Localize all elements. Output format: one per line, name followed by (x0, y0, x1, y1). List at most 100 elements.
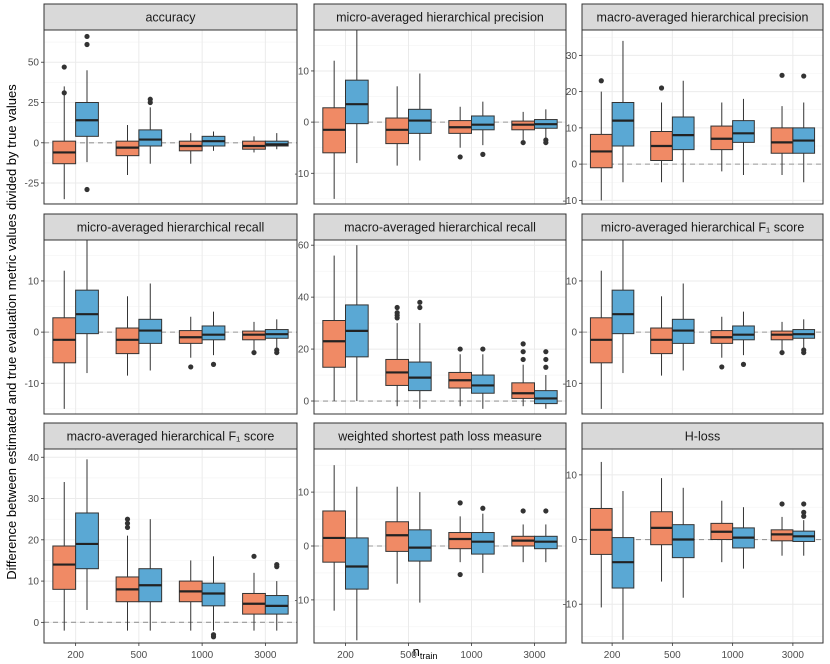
panel-border (581, 29, 824, 205)
outlier-point (520, 139, 526, 146)
box-1-200 (589, 270, 613, 409)
box-1-500 (650, 296, 673, 376)
outlier-point (274, 564, 280, 570)
outlier-point (480, 505, 486, 511)
y-tick-label: 40 (28, 453, 40, 464)
box-2-1000 (732, 311, 755, 367)
box-2-3000 (534, 349, 558, 409)
box-1-500 (115, 516, 140, 631)
outlier-point (61, 90, 67, 96)
box-1-500 (385, 304, 410, 407)
outlier-point (457, 346, 463, 352)
box-2-1000 (201, 556, 226, 640)
box-2-1000 (201, 131, 226, 151)
box-2-200 (75, 33, 99, 193)
y-tick-label: 60 (298, 241, 310, 252)
facet-title: macro-averaged hierarchical precision (597, 11, 809, 25)
box-1-3000 (770, 72, 794, 175)
x-tick-label: 1000 (460, 650, 483, 661)
facet-panel-3: macro-averaged hierarchical precision -10… (563, 3, 824, 207)
x-tick-label: 3000 (254, 650, 277, 661)
outlier-point (801, 349, 807, 356)
box-1-200 (322, 60, 347, 199)
facet-panel-9: H-loss -10 0 10 200 500 1000 3000 (563, 422, 824, 661)
x-axis-title-subscript: train (420, 651, 438, 661)
box-2-500 (138, 283, 163, 371)
box-2-200 (345, 245, 369, 402)
box-2-500 (671, 80, 695, 183)
y-tick-label: 10 (566, 123, 578, 134)
facet-panel-6: micro-averaged hierarchical F₁ score -10 0… (563, 213, 824, 415)
box-iqr (345, 79, 369, 125)
box-1-1000 (448, 500, 473, 578)
facet-title: micro-averaged hierarchical recall (77, 221, 265, 235)
outlier-point (394, 315, 400, 321)
outlier-point (84, 41, 90, 48)
box-iqr (138, 129, 163, 147)
y-tick-label: 10 (566, 470, 578, 481)
box-2-3000 (264, 133, 289, 150)
panel-border (581, 239, 824, 415)
box-1-200 (589, 461, 613, 608)
panel-border (313, 239, 567, 415)
panel-border (581, 448, 824, 644)
outlier-point (779, 501, 785, 507)
y-tick-label: 30 (28, 494, 40, 505)
box-1-200 (589, 78, 613, 201)
panel-border (313, 29, 567, 205)
facet-strip (581, 422, 824, 450)
box-2-3000 (264, 319, 289, 356)
box-iqr (671, 524, 695, 559)
box-iqr (408, 361, 432, 392)
outlier-point (457, 154, 463, 160)
y-tick-label: -10 (563, 196, 578, 207)
box-iqr (511, 382, 536, 399)
facet-strip (581, 3, 824, 31)
x-tick-label: 200 (337, 650, 354, 661)
outlier-point (598, 78, 604, 84)
box-iqr (345, 537, 369, 590)
box-2-200 (611, 40, 635, 183)
y-tick-label: -10 (563, 379, 578, 390)
outlier-point (543, 139, 549, 146)
outlier-point (457, 571, 463, 578)
box-1-3000 (770, 321, 794, 356)
x-tick-label: 200 (67, 650, 84, 661)
facet-panel-7: macro-averaged hierarchical F₁ score 0 10 2… (28, 422, 298, 661)
box-2-3000 (792, 501, 816, 556)
box-2-500 (671, 283, 695, 371)
outlier-point (210, 361, 217, 367)
box-1-1000 (710, 316, 734, 370)
x-tick-label: 3000 (782, 650, 805, 661)
y-tick-label: 10 (298, 66, 310, 77)
outlier-point (251, 553, 257, 559)
box-2-500 (408, 299, 432, 409)
box-iqr (75, 512, 99, 570)
outlier-point (520, 356, 526, 363)
outlier-point (480, 346, 486, 352)
outlier-point (457, 500, 463, 506)
facet-title: H-loss (685, 430, 720, 444)
facet-strip (581, 213, 824, 241)
box-2-500 (138, 519, 163, 631)
outlier-point (520, 349, 526, 355)
box-1-500 (385, 486, 410, 584)
box-1-200 (322, 465, 347, 611)
box-iqr (770, 127, 794, 154)
outlier-point (394, 304, 400, 311)
box-1-500 (115, 125, 140, 175)
outlier-point (124, 516, 131, 522)
box-2-3000 (534, 109, 558, 146)
y-tick-label: 20 (566, 87, 578, 98)
y-tick-label: 0 (33, 328, 39, 339)
outlier-point (779, 349, 785, 356)
box-iqr (322, 510, 347, 563)
outlier-point (417, 299, 423, 305)
box-2-200 (611, 240, 635, 374)
box-2-500 (408, 492, 432, 603)
x-tick-label: 200 (604, 650, 621, 661)
outlier-point (417, 304, 423, 311)
box-iqr (201, 325, 226, 341)
panel-border (313, 448, 567, 644)
box-1-200 (52, 64, 77, 200)
